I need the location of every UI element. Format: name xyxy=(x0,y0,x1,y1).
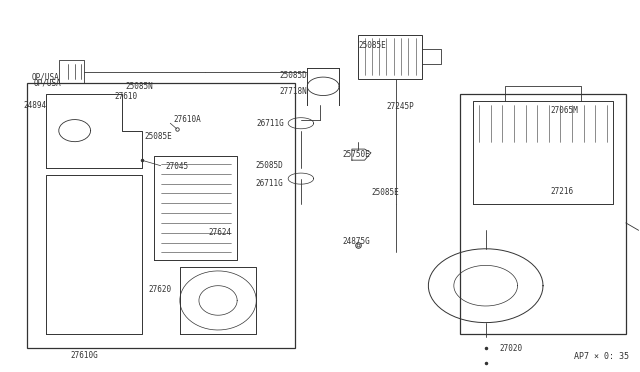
Text: 27045: 27045 xyxy=(166,161,189,170)
Text: 27610A: 27610A xyxy=(173,115,201,124)
Text: 25085D: 25085D xyxy=(255,161,284,170)
Text: 27718N: 27718N xyxy=(279,87,307,96)
Text: 27065M: 27065M xyxy=(550,106,579,115)
Text: 24875G: 24875G xyxy=(342,237,370,246)
Text: 25085E: 25085E xyxy=(145,132,173,141)
Text: 25085E: 25085E xyxy=(371,188,399,197)
Text: 27610G: 27610G xyxy=(70,351,98,360)
Bar xyxy=(27,83,294,349)
Text: 25085N: 25085N xyxy=(125,82,154,91)
Text: 26711G: 26711G xyxy=(256,119,284,128)
Text: 25085E: 25085E xyxy=(358,41,386,50)
Text: 24894: 24894 xyxy=(24,101,47,110)
Text: 27620: 27620 xyxy=(148,285,171,294)
Text: 26711G: 26711G xyxy=(255,179,284,187)
Text: OP/USA: OP/USA xyxy=(33,78,61,87)
Text: 27216: 27216 xyxy=(550,187,574,196)
Text: 25750E: 25750E xyxy=(342,150,370,159)
Text: 27020: 27020 xyxy=(500,344,523,353)
Text: AP7 × 0: 35: AP7 × 0: 35 xyxy=(574,352,629,361)
Bar xyxy=(460,94,626,334)
Text: OP/USA: OP/USA xyxy=(32,73,60,81)
Text: 27610: 27610 xyxy=(115,92,138,101)
Bar xyxy=(358,35,422,79)
Text: 27624: 27624 xyxy=(209,228,232,237)
Text: 25085D: 25085D xyxy=(279,71,307,80)
Text: 27245P: 27245P xyxy=(387,102,415,111)
